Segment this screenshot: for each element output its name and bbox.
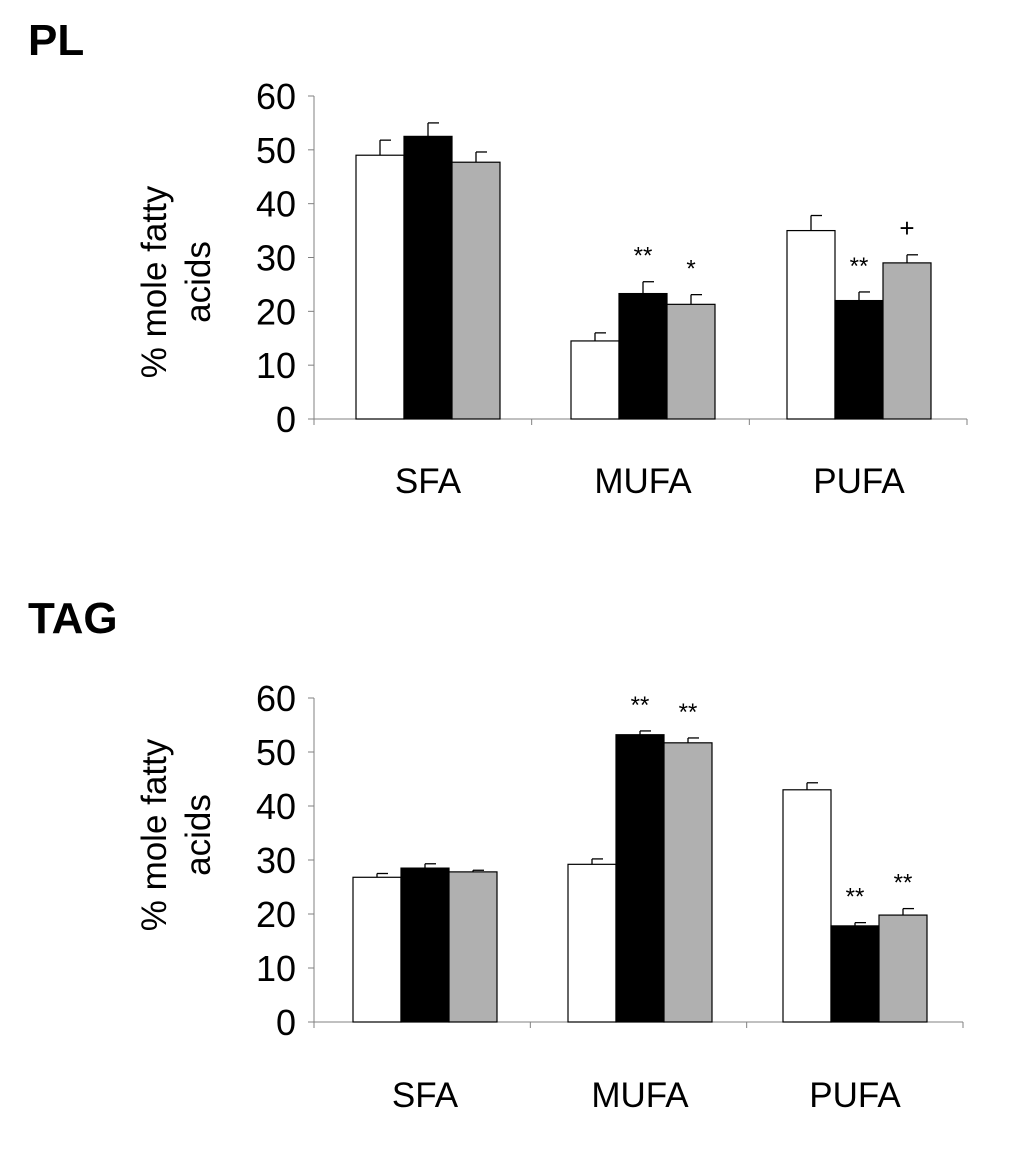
y-tick-label: 40 bbox=[256, 786, 296, 827]
bar-mufa-series-2 bbox=[663, 742, 713, 1023]
bar-sfa-series-0 bbox=[355, 154, 405, 420]
x-category-label: SFA bbox=[392, 1076, 459, 1115]
x-category-label: SFA bbox=[395, 462, 462, 501]
bar-pufa-series-0 bbox=[786, 229, 836, 420]
bar-pufa-series-2 bbox=[882, 262, 932, 420]
y-axis-label-line: acids bbox=[179, 794, 218, 876]
significance-marker: ** bbox=[679, 699, 698, 726]
y-axis-label-line: % mole fatty bbox=[135, 738, 174, 931]
y-tick-label: 60 bbox=[256, 76, 296, 117]
x-category-label: MUFA bbox=[594, 462, 692, 501]
y-tick-label: 0 bbox=[276, 399, 296, 440]
x-category-label: PUFA bbox=[813, 462, 905, 501]
y-tick-label: 60 bbox=[256, 678, 296, 719]
significance-marker: ** bbox=[631, 692, 650, 719]
significance-marker: + bbox=[899, 213, 914, 243]
bar-sfa-series-1 bbox=[403, 135, 453, 420]
bar-pufa-series-1 bbox=[830, 925, 880, 1023]
y-tick-label: 40 bbox=[256, 184, 296, 225]
panel-label-tag: TAG bbox=[28, 594, 118, 643]
significance-marker: * bbox=[686, 256, 695, 283]
y-axis-label: % mole fatty acids bbox=[135, 185, 218, 378]
y-axis-label-line: % mole fatty bbox=[135, 185, 174, 378]
bar-mufa-series-0 bbox=[567, 863, 617, 1023]
y-axis-label-line: acids bbox=[179, 241, 218, 323]
y-tick-label: 30 bbox=[256, 840, 296, 881]
bar-mufa-series-1 bbox=[615, 734, 665, 1023]
bar-pufa-series-2 bbox=[878, 914, 928, 1023]
significance-marker: ** bbox=[846, 884, 865, 911]
bar-mufa-series-0 bbox=[570, 340, 620, 420]
bar-sfa-series-0 bbox=[352, 876, 402, 1023]
chart-panel-0: 0 10 20 30 40 50 60 % mole fatty acids SFA MUFA PUF… bbox=[135, 76, 968, 501]
bar-pufa-series-0 bbox=[782, 789, 832, 1023]
significance-marker: ** bbox=[850, 253, 869, 280]
bar-mufa-series-2 bbox=[666, 303, 716, 420]
y-axis-label: % mole fatty acids bbox=[135, 738, 218, 931]
x-category-label: PUFA bbox=[809, 1076, 901, 1115]
y-tick-label: 10 bbox=[256, 948, 296, 989]
chart-panel-1: 0 10 20 30 40 50 60 % mole fatty acids SFA MUFA PUF… bbox=[135, 678, 964, 1115]
y-tick-label: 20 bbox=[256, 291, 296, 332]
y-tick-label: 50 bbox=[256, 130, 296, 171]
y-tick-label: 10 bbox=[256, 345, 296, 386]
bar-sfa-series-2 bbox=[448, 871, 498, 1023]
significance-marker: ** bbox=[634, 243, 653, 270]
bar-sfa-series-2 bbox=[451, 161, 501, 420]
x-category-label: MUFA bbox=[591, 1076, 689, 1115]
y-tick-label: 20 bbox=[256, 894, 296, 935]
y-tick-label: 50 bbox=[256, 732, 296, 773]
significance-marker: ** bbox=[894, 870, 913, 897]
panel-label-pl: PL bbox=[28, 16, 85, 65]
y-tick-label: 30 bbox=[256, 238, 296, 279]
bar-mufa-series-1 bbox=[618, 292, 668, 420]
y-tick-label: 0 bbox=[276, 1002, 296, 1043]
bar-sfa-series-1 bbox=[400, 867, 450, 1023]
bar-pufa-series-1 bbox=[834, 299, 884, 420]
